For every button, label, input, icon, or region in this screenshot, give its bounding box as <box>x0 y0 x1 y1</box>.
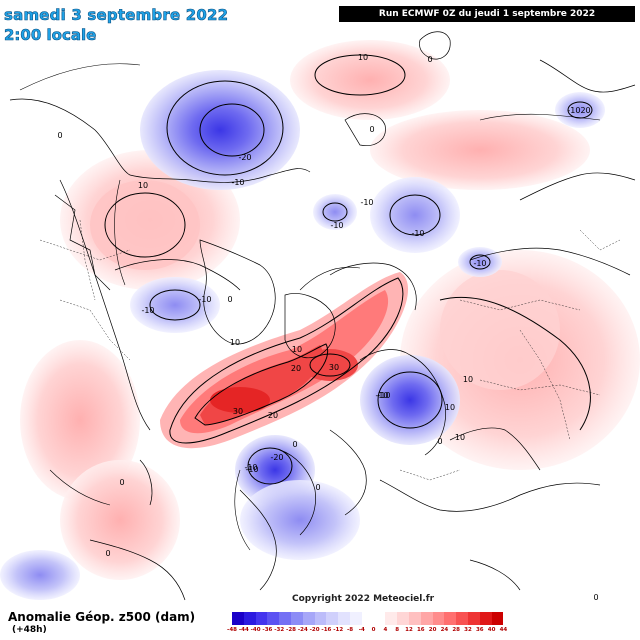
legend-swatch <box>408 612 421 625</box>
contour-label: -10 <box>330 221 343 230</box>
contour-label: 0 <box>593 593 598 602</box>
variable-title: Anomalie Géop. z500 (dam) <box>8 610 196 624</box>
legend-tick-label: 40 <box>487 627 496 633</box>
legend-swatch <box>361 612 374 625</box>
contour-label: -10 <box>244 463 257 472</box>
legend-ticks: -48 -44 -40 -36 -32 -28 -24 -20 -16 -12 -8 -4 0 4 8 12 1… <box>227 627 516 637</box>
contour-label: -20 <box>270 453 283 462</box>
contour-label: 10 <box>463 375 473 384</box>
forecast-date: samedi 3 septembre 2022 <box>4 6 229 25</box>
legend-tick-label: 20 <box>428 627 437 633</box>
coastlines <box>9 31 636 601</box>
contour-label: 0 <box>227 295 232 304</box>
contour-label: -20 <box>238 153 251 162</box>
contour-label: -10 <box>231 178 244 187</box>
legend-swatch <box>432 612 445 625</box>
contour-label: -10 <box>198 295 211 304</box>
legend-swatch <box>444 612 457 625</box>
legend-tick-label: 8 <box>395 627 400 633</box>
legend-swatch <box>491 612 504 625</box>
legend-swatch <box>255 612 268 625</box>
legend-swatch <box>267 612 280 625</box>
anomaly-shading <box>0 40 640 600</box>
contour-label: -10 <box>377 391 390 400</box>
legend-tick-label: -12 <box>333 627 344 633</box>
copyright: Copyright 2022 Meteociel.fr <box>292 594 435 604</box>
contour-label: -10 <box>360 198 373 207</box>
contour-label: 10 <box>292 345 302 354</box>
legend-swatch <box>338 612 350 625</box>
contour-label: -10 <box>473 259 486 268</box>
contour-label: 0 <box>57 131 62 140</box>
zero-contours <box>19 63 601 551</box>
legend-swatch <box>290 612 303 625</box>
contour-lines <box>104 54 593 485</box>
legend-tick-label: -4 <box>358 627 365 633</box>
legend-tick-label: -8 <box>346 627 354 633</box>
legend-swatch <box>314 612 327 625</box>
contour-label: 10 <box>138 181 148 190</box>
contour-label: -1020 <box>567 106 590 115</box>
run-info: Run ECMWF 0Z du jeudi 1 septembre 2022 <box>339 6 635 22</box>
contour-label: -10 <box>245 465 258 474</box>
legend-tick-label: 12 <box>405 627 413 633</box>
contour-label: 0 <box>315 483 320 492</box>
legend-swatch <box>467 612 480 625</box>
contour-label: 0 <box>369 125 374 134</box>
contour-label: 10 <box>445 403 455 412</box>
legend-tick-label: -28 <box>286 627 296 633</box>
legend-swatch <box>456 612 468 625</box>
legend-tick-label: 44 <box>499 627 508 633</box>
legend-tick-label: -44 <box>238 627 249 633</box>
legend-tick-label: 36 <box>475 627 484 633</box>
color-legend <box>232 612 504 625</box>
contour-label: -10 <box>141 306 154 315</box>
legend-swatch <box>302 612 315 625</box>
legend-swatch <box>279 612 291 625</box>
legend-tick-label: -40 <box>250 627 261 633</box>
legend-swatch <box>479 612 492 625</box>
contour-label: 0 <box>427 55 432 64</box>
legend-tick-label: -16 <box>321 627 332 633</box>
legend-tick-label: 0 <box>371 627 376 633</box>
lead-time: (+48h) <box>12 625 47 635</box>
contour-label: 0 <box>437 437 442 446</box>
borders <box>39 219 621 481</box>
contour-label: 20 <box>291 364 301 373</box>
legend-tick-label: 32 <box>464 627 472 633</box>
legend-tick-label: 4 <box>383 627 388 633</box>
legend-tick-label: -32 <box>274 627 285 633</box>
contour-label: -10 <box>375 391 388 400</box>
legend-tick-label: -20 <box>309 627 320 633</box>
legend-tick-label: -48 <box>227 627 237 633</box>
contour-label: 20 <box>268 411 278 420</box>
contour-label: 0 <box>105 549 110 558</box>
legend-swatch <box>420 612 433 625</box>
contour-label: 10 <box>358 53 368 62</box>
legend-swatch <box>243 612 256 625</box>
legend-tick-label: -24 <box>297 627 308 633</box>
legend-tick-label: -36 <box>262 627 273 633</box>
legend-swatch <box>385 612 398 625</box>
legend-tick-label: 28 <box>452 627 461 633</box>
legend-tick-label: 16 <box>416 627 425 633</box>
contour-labels: -20 -10 10 10 -10 -10 -10 -10 -10 -10 -1020 -10 -10 0… <box>57 53 598 602</box>
legend-swatch <box>397 612 409 625</box>
contour-label: 10 <box>455 433 465 442</box>
contour-label: 30 <box>329 363 339 372</box>
legend-swatch <box>373 612 386 625</box>
legend-swatch <box>232 612 244 625</box>
contour-label: 30 <box>233 407 243 416</box>
legend-swatch <box>326 612 339 625</box>
contour-label: 10 <box>230 338 240 347</box>
legend-swatch <box>349 612 362 625</box>
contour-label: 0 <box>292 440 297 449</box>
forecast-time: 2:00 locale <box>4 26 97 45</box>
contour-label: 0 <box>119 478 124 487</box>
contour-label: -10 <box>411 229 424 238</box>
legend-tick-label: 24 <box>440 627 449 633</box>
